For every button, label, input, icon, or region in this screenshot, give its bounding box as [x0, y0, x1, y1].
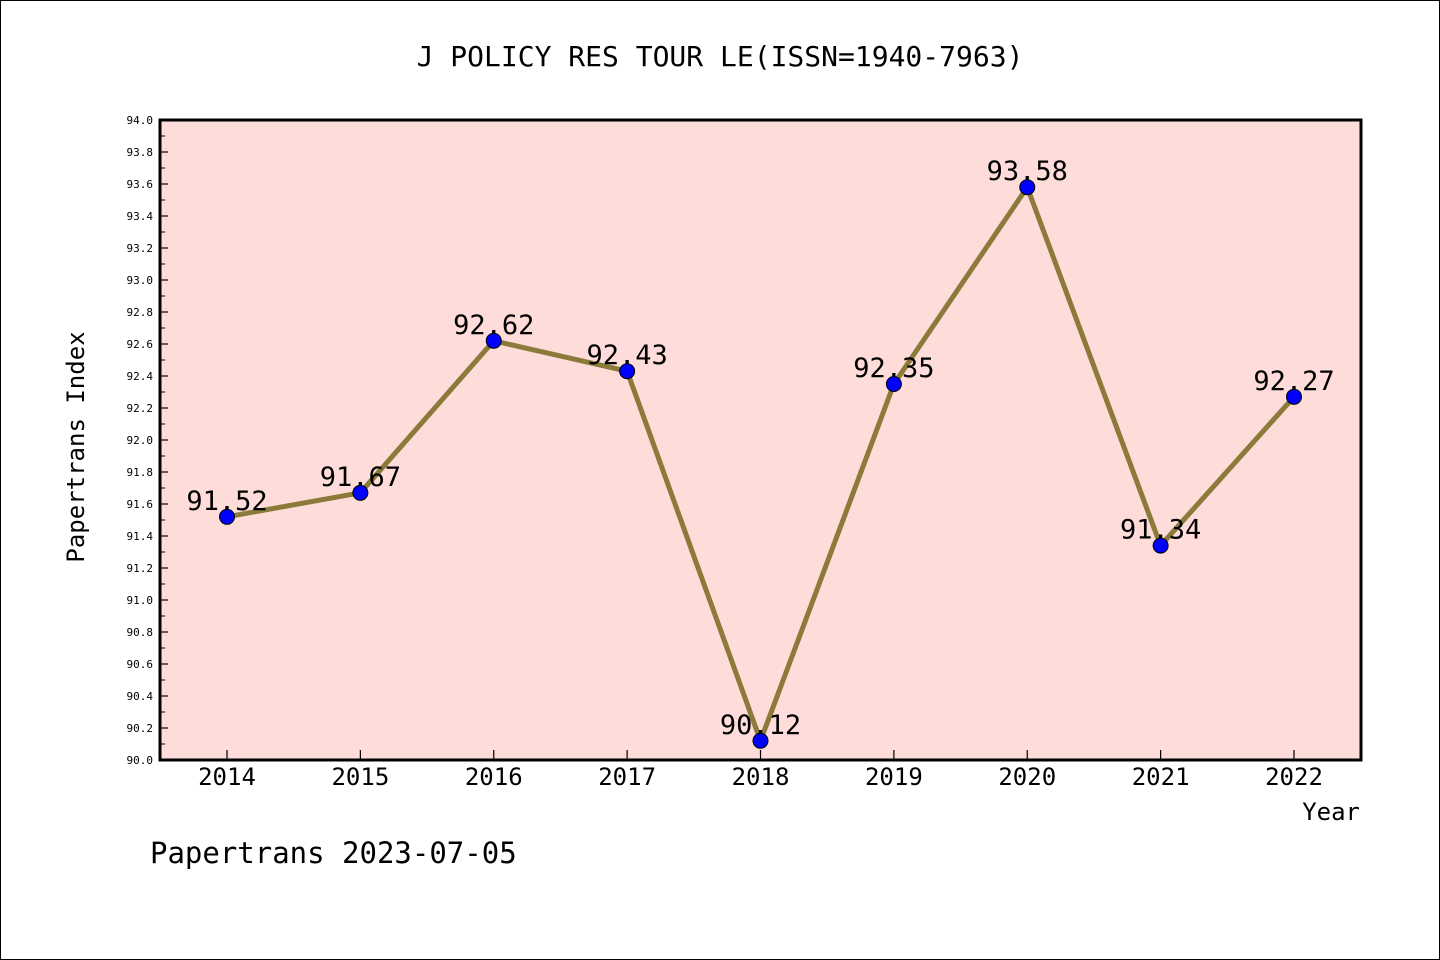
y-tick-label: 91.8: [127, 466, 154, 479]
y-tick-label: 92.2: [127, 402, 154, 415]
x-axis-label: Year: [1302, 798, 1360, 826]
data-point-marker: [485, 332, 502, 349]
data-value-label: 92.35: [853, 353, 934, 384]
y-tick-label: 90.8: [127, 626, 154, 639]
data-point-marker: [1019, 179, 1036, 196]
data-value-label: 90.12: [720, 710, 801, 741]
x-tick-label: 2022: [1265, 763, 1323, 791]
data-point-marker: [1286, 388, 1302, 405]
y-axis-label: Papertrans Index: [62, 331, 90, 562]
y-tick-label: 90.4: [127, 690, 154, 703]
y-tick-label: 92.8: [127, 306, 154, 319]
footer-text: Papertrans 2023-07-05: [150, 836, 517, 870]
data-value-label: 91.34: [1120, 515, 1201, 546]
data-point-marker: [352, 484, 369, 501]
data-point-marker: [619, 363, 636, 380]
y-tick-label: 93.2: [127, 242, 154, 255]
y-tick-label: 90.2: [127, 722, 154, 735]
y-tick-label: 92.6: [127, 338, 154, 351]
plot-area: [158, 118, 1363, 762]
data-value-label: 92.43: [586, 340, 667, 371]
data-point-marker: [1152, 537, 1169, 554]
y-axis: 90.0 90.2 90.4 90.6 90.8 91.0 91.2 91.4 91.6 91.8…: [127, 114, 168, 767]
x-axis: 2014 2015 2016 2017 2018 2019 2020 2021 2022: [198, 750, 1323, 791]
y-tick-label: 93.8: [127, 146, 154, 159]
data-value-label: 92.27: [1253, 366, 1334, 397]
y-tick-label: 92.4: [127, 370, 154, 383]
x-tick-label: 2016: [465, 763, 523, 791]
y-tick-label: 93.0: [127, 274, 154, 287]
x-tick-label: 2014: [198, 763, 256, 791]
data-point-marker: [885, 376, 902, 392]
y-tick-label: 91.6: [127, 498, 154, 511]
data-value-label: 93.58: [987, 156, 1068, 187]
x-tick-label: 2020: [998, 763, 1056, 791]
y-tick-label: 92.0: [127, 434, 154, 447]
y-tick-label: 94.0: [127, 114, 154, 127]
data-point-marker: [752, 732, 769, 749]
data-labels-group: 91.52 91.67 92.62 92.43 90.12 92.35 93.58 91.34…: [186, 156, 1334, 741]
y-tick-label: 90.6: [127, 658, 154, 671]
data-value-label: 91.52: [186, 486, 267, 517]
x-tick-label: 2017: [598, 763, 656, 791]
y-tick-label: 91.0: [127, 594, 154, 607]
y-tick-label: 91.4: [127, 530, 154, 543]
data-value-label: 91.67: [320, 462, 401, 493]
series-line-group: [219, 179, 1302, 749]
x-tick-label: 2019: [865, 763, 923, 791]
x-tick-label: 2021: [1132, 763, 1190, 791]
x-tick-label: 2018: [732, 763, 790, 791]
y-tick-label: 93.6: [127, 178, 154, 191]
y-tick-label: 91.2: [127, 562, 154, 575]
y-tick-label: 90.0: [127, 754, 154, 767]
data-value-label: 92.62: [453, 310, 534, 341]
x-tick-label: 2015: [331, 763, 389, 791]
y-tick-label: 93.4: [127, 210, 154, 223]
data-point-marker: [219, 508, 235, 525]
chart-title: J POLICY RES TOUR LE(ISSN=1940-7963): [417, 40, 1024, 73]
